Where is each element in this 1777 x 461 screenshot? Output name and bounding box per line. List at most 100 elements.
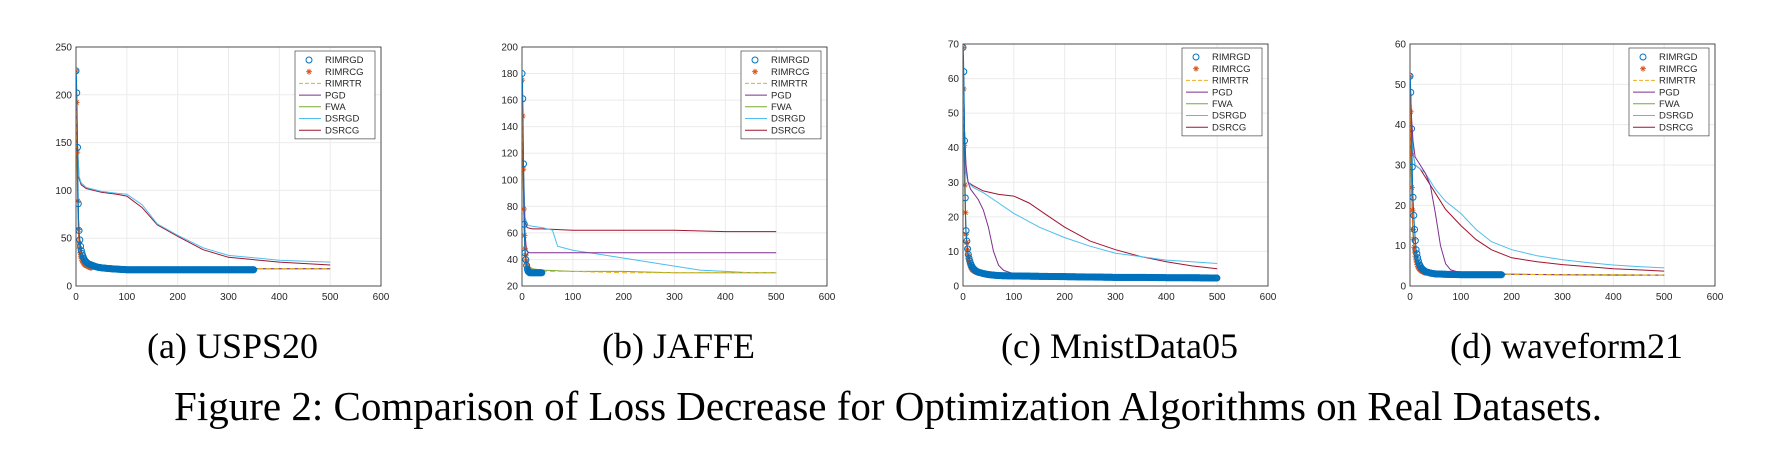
x-tick-label: 400 xyxy=(717,292,734,303)
data-point-rimrgd xyxy=(1411,226,1419,234)
legend-label-rimrgd: RIMRGD xyxy=(771,55,810,66)
series-line-dsrcg xyxy=(76,70,331,266)
data-point-rimrcg xyxy=(1410,150,1415,157)
legend-label-dsrcg: DSRCG xyxy=(771,125,805,136)
data-point-rimrgd xyxy=(963,44,967,51)
x-tick-label: 300 xyxy=(1107,292,1124,303)
legend-marker-rimrgd xyxy=(1639,53,1647,61)
y-tick-label: 100 xyxy=(501,175,518,186)
data-point-rimrcg xyxy=(964,251,971,258)
y-tick-label: 160 xyxy=(501,96,518,107)
x-tick-label: 200 xyxy=(1056,292,1073,303)
figure-panels: 0 100 200 300 400 500 600050100150200250RIMRGD… xyxy=(55,40,1723,367)
chart-panel-4: 0 100 200 300 400 500 6000102030405060RIMRGDRI… xyxy=(1395,40,1724,367)
y-tick-label: 50 xyxy=(61,234,73,245)
y-tick-label: 30 xyxy=(948,178,960,189)
data-point-rimrgd xyxy=(250,266,258,274)
y-tick-label: 60 xyxy=(507,228,519,239)
y-tick-label: 10 xyxy=(948,247,960,258)
legend-marker-rimrgd xyxy=(1192,53,1200,61)
x-tick-label: 400 xyxy=(1605,292,1622,303)
data-point-rimrgd xyxy=(963,68,968,76)
y-tick-label: 40 xyxy=(507,255,519,266)
data-point-rimrgd xyxy=(1410,211,1418,219)
data-point-rimrgd xyxy=(76,227,83,235)
legend-label-dsrcg: DSRCG xyxy=(1212,122,1246,133)
data-point-rimrgd xyxy=(1410,193,1417,201)
data-point-rimrgd xyxy=(522,249,529,257)
y-tick-label: 0 xyxy=(1400,282,1406,293)
series-line-dsrgd xyxy=(1410,76,1665,269)
y-tick-label: 10 xyxy=(1395,241,1407,252)
legend-label-rimrcg: RIMRCG xyxy=(1212,64,1251,75)
data-point-rimrgd xyxy=(1498,271,1505,279)
y-tick-label: 150 xyxy=(55,138,72,149)
data-point-rimrgd xyxy=(76,89,81,97)
legend-label-fwa: FWA xyxy=(1659,99,1680,110)
legend-label-pgd: PGD xyxy=(1212,87,1233,98)
legend-marker-rimrcg xyxy=(1193,65,1199,72)
legend-marker-rimrcg xyxy=(1640,65,1646,72)
legend-label-rimrgd: RIMRGD xyxy=(1659,52,1698,63)
data-point-rimrcg xyxy=(1410,236,1417,243)
legend-label-dsrgd: DSRGD xyxy=(325,114,359,125)
chart-panel-1: 0 100 200 300 400 500 600 0 50 100 150 200 250 RIMRGD… xyxy=(55,43,389,367)
x-tick-label: 600 xyxy=(373,292,390,303)
series-line-pgd xyxy=(1410,76,1665,276)
x-tick-label: 100 xyxy=(1005,292,1022,303)
data-point-rimrgd xyxy=(963,227,970,235)
legend-label-pgd: PGD xyxy=(771,90,792,101)
y-tick-label: 30 xyxy=(1395,161,1407,172)
chart-panel-3: 0 100 200 300 400 500 600 0 10 20 30 40 50 60 70 RIMRGD… xyxy=(948,40,1277,367)
y-tick-label: 200 xyxy=(55,90,72,101)
legend-marker-rimrgd xyxy=(305,56,313,64)
legend-label-pgd: PGD xyxy=(1659,87,1680,98)
series-group xyxy=(1410,72,1665,279)
subfigure-caption: (c) MnistData05 xyxy=(1001,326,1238,366)
subfigure-caption: (b) JAFFE xyxy=(602,326,755,366)
legend-label-rimrtr: RIMRTR xyxy=(1212,76,1249,87)
series-group xyxy=(76,67,331,274)
series-group xyxy=(963,44,1221,282)
y-tick-label: 120 xyxy=(501,149,518,160)
y-tick-label: 70 xyxy=(948,40,960,51)
legend-label-rimrtr: RIMRTR xyxy=(1659,76,1696,87)
data-point-rimrgd xyxy=(1410,163,1416,171)
data-point-rimrgd xyxy=(1410,72,1414,80)
data-point-rimrgd xyxy=(522,70,526,78)
data-point-rimrcg xyxy=(1410,184,1415,191)
x-tick-label: 600 xyxy=(819,292,836,303)
legend-label-fwa: FWA xyxy=(325,102,346,113)
data-point-rimrgd xyxy=(963,237,971,245)
data-point-rimrgd xyxy=(77,242,85,250)
data-point-rimrgd xyxy=(76,200,82,208)
data-point-rimrgd xyxy=(522,220,528,228)
data-point-rimrgd xyxy=(1411,237,1419,245)
legend-label-dsrgd: DSRGD xyxy=(1212,111,1246,122)
subfigure-caption: (d) waveform21 xyxy=(1450,326,1683,366)
y-tick-label: 80 xyxy=(507,202,519,213)
legend-label-dsrgd: DSRGD xyxy=(1659,111,1693,122)
data-point-rimrgd xyxy=(963,194,969,202)
x-tick-label: 500 xyxy=(1209,292,1226,303)
data-point-rimrgd xyxy=(1413,250,1421,258)
chart-panel-2: 0 100 200 300 400 500 600 20 40 60 80 100 120 140 160 1… xyxy=(501,43,835,367)
legend-marker-rimrcg xyxy=(306,68,312,75)
data-point-rimrgd xyxy=(1410,88,1415,96)
legend-label-rimrcg: RIMRCG xyxy=(771,67,810,78)
data-point-rimrcg xyxy=(1410,226,1417,233)
data-point-rimrgd xyxy=(76,236,84,244)
x-tick-label: 400 xyxy=(1158,292,1175,303)
y-tick-label: 250 xyxy=(55,43,72,54)
subfigure-caption: (a) USPS20 xyxy=(147,326,318,366)
x-tick-label: 100 xyxy=(1452,292,1469,303)
legend-label-fwa: FWA xyxy=(1212,99,1233,110)
data-point-rimrgd xyxy=(1412,246,1420,254)
data-point-rimrgd xyxy=(522,160,528,168)
data-point-rimrgd xyxy=(522,95,527,103)
legend-label-rimrgd: RIMRGD xyxy=(1212,52,1251,63)
x-tick-label: 300 xyxy=(220,292,237,303)
axes-box xyxy=(962,43,1269,287)
